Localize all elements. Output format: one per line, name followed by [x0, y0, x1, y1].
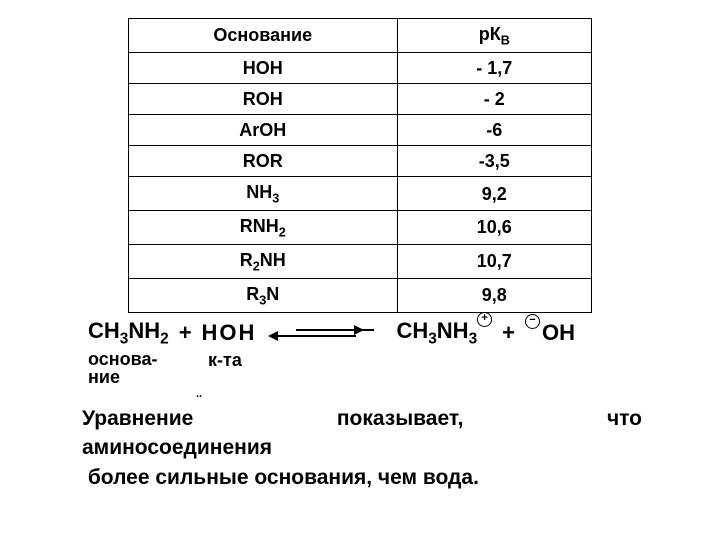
eq-reactant2: HOH	[202, 320, 257, 346]
table-row: ArOH-6	[129, 115, 592, 146]
cell-pkb: 9,8	[397, 278, 591, 312]
text-word: Уравнение	[82, 404, 193, 433]
text-line: более сильные основания, чем вода.	[82, 463, 642, 492]
pkb-table: Основание рКВ HOH- 1,7 ROH- 2 ArOH-6 ROR…	[128, 18, 592, 313]
cell-base: RNH2	[129, 211, 398, 245]
text-word: показывает,	[337, 404, 464, 433]
cell-base: R2NH	[129, 244, 398, 278]
cell-base: ArOH	[129, 115, 398, 146]
header-base: Основание	[129, 19, 398, 53]
table-row: R3N9,8	[129, 278, 592, 312]
eq-product1: CH3NH3+	[396, 318, 492, 348]
plus-charge-icon: +	[477, 312, 492, 327]
cell-pkb: - 2	[397, 83, 591, 114]
dots: ..	[196, 388, 202, 400]
cell-pkb: -6	[397, 115, 591, 146]
cell-pkb: 9,2	[397, 177, 591, 211]
eq-reactant1: CH3NH2	[88, 318, 169, 348]
cell-pkb: 10,6	[397, 211, 591, 245]
equilibrium-arrow-icon	[296, 323, 356, 343]
table-row: HOH- 1,7	[129, 52, 592, 83]
cell-base: NH3	[129, 177, 398, 211]
cell-pkb: - 1,7	[397, 52, 591, 83]
table-row: ROH- 2	[129, 83, 592, 114]
table-row: R2NH10,7	[129, 244, 592, 278]
cell-base: HOH	[129, 52, 398, 83]
eq-product2: −OH	[525, 320, 575, 346]
table-header-row: Основание рКВ	[129, 19, 592, 53]
header-pkb: рКВ	[397, 19, 591, 53]
explanation-text: Уравнение показывает, что аминосоединени…	[82, 404, 642, 492]
table-row: ROR-3,5	[129, 146, 592, 177]
cell-pkb: -3,5	[397, 146, 591, 177]
label-base: основа-ние	[88, 350, 208, 386]
minus-charge-icon: −	[525, 314, 540, 329]
equation-block: CH3NH2 + HOH CH3NH3+ + −OH основа-ние к-…	[88, 318, 648, 386]
table-row: RNH210,6	[129, 211, 592, 245]
text-line: аминосоединения	[82, 433, 642, 462]
cell-base: ROR	[129, 146, 398, 177]
table-row: NH39,2	[129, 177, 592, 211]
label-acid: к-та	[208, 350, 288, 386]
cell-pkb: 10,7	[397, 244, 591, 278]
eq-plus: +	[502, 320, 515, 346]
eq-plus: +	[179, 320, 192, 346]
text-word: что	[607, 404, 642, 433]
cell-base: R3N	[129, 278, 398, 312]
cell-base: ROH	[129, 83, 398, 114]
